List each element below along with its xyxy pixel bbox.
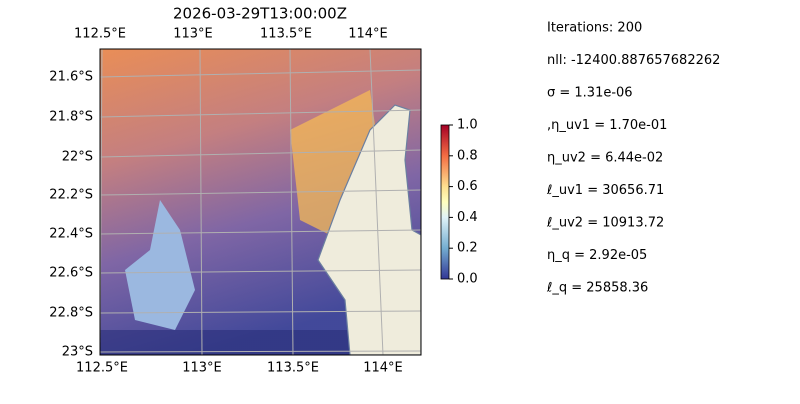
y-tick-label: 21.6°S bbox=[49, 70, 93, 85]
map-frame bbox=[99, 48, 422, 356]
colorbar-tick-label: 0.4 bbox=[457, 210, 478, 225]
x-tick-label: 113.5°E bbox=[260, 27, 312, 42]
x-tick-label: 113.5°E bbox=[267, 361, 319, 376]
info-line: η_q = 2.92e-05 bbox=[547, 248, 647, 263]
info-line: ℓ_q = 25858.36 bbox=[546, 281, 648, 296]
x-tick-label: 112.5°E bbox=[74, 27, 126, 42]
y-tick-label: 22.4°S bbox=[49, 227, 93, 242]
map-area bbox=[100, 49, 421, 355]
y-tick-label: 22°S bbox=[62, 150, 93, 165]
info-line: Iterations: 200 bbox=[547, 21, 642, 36]
info-line: η_uv2 = 6.44e-02 bbox=[547, 151, 663, 166]
colorbar-tick-label: 0.8 bbox=[457, 148, 478, 163]
info-line: nll: -12400.887657682262 bbox=[547, 53, 720, 68]
x-tick-label: 112.5°E bbox=[76, 361, 128, 376]
colorbar-tick-label: 0.0 bbox=[457, 272, 478, 287]
y-tick-label: 22.8°S bbox=[49, 306, 93, 321]
colorbar-tick-label: 0.2 bbox=[457, 241, 478, 256]
x-tick-label: 114°E bbox=[363, 361, 403, 376]
colorbar-tick-label: 0.6 bbox=[457, 179, 478, 194]
x-tick-label: 113°E bbox=[173, 27, 213, 42]
x-tick-label: 113°E bbox=[182, 361, 222, 376]
colorbar bbox=[440, 124, 450, 280]
y-tick-label: 22.6°S bbox=[49, 266, 93, 281]
info-line: ,η_uv1 = 1.70e-01 bbox=[547, 118, 667, 133]
y-tick-label: 22.2°S bbox=[49, 188, 93, 203]
y-tick-label: 21.8°S bbox=[49, 110, 93, 125]
info-line: ℓ_uv2 = 10913.72 bbox=[546, 216, 664, 231]
x-tick-label: 114°E bbox=[348, 27, 388, 42]
colorbar-tick-label: 1.0 bbox=[457, 118, 478, 133]
map-title: 2026-03-29T13:00:00Z bbox=[173, 5, 347, 23]
info-line: ℓ_uv1 = 30656.71 bbox=[546, 183, 664, 198]
y-tick-label: 23°S bbox=[62, 345, 93, 360]
info-line: σ = 1.31e-06 bbox=[547, 86, 633, 101]
